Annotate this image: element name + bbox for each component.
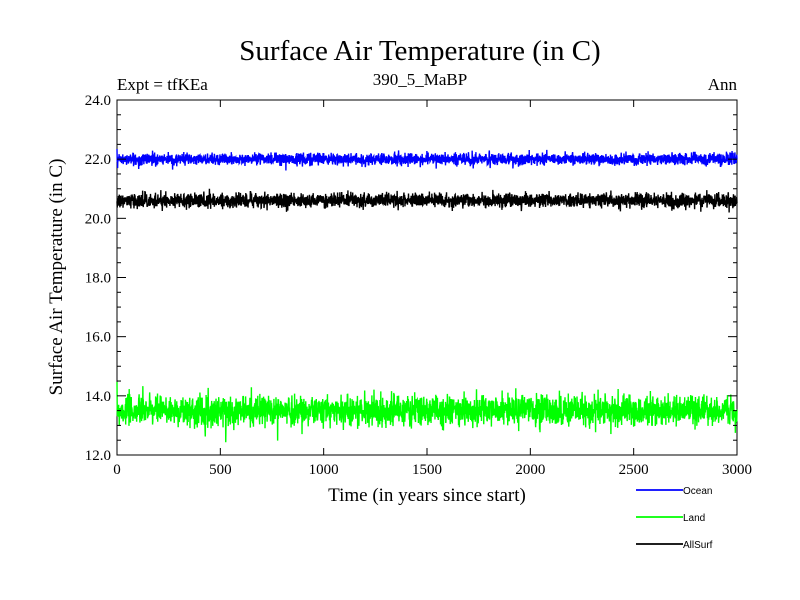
series-line-ocean — [116, 149, 738, 171]
series-line-allsurf — [116, 188, 738, 213]
legend: Ocean Land AllSurf — [636, 486, 713, 551]
period-label: 390_5_MaBP — [373, 70, 467, 89]
y-axis-label: Surface Air Temperature (in C) — [46, 159, 67, 396]
y-tick-label: 24.0 — [85, 93, 111, 109]
x-axis-label: Time (in years since start) — [328, 485, 526, 506]
x-tick-label: 0 — [113, 462, 121, 478]
x-tick-label: 3000 — [722, 462, 752, 478]
ticks-layer: 0 500 1000 1500 2000 2500 3000 12.0 14.0 16.0 18.0… — [85, 93, 752, 478]
y-tick-label: 16.0 — [85, 330, 111, 346]
x-tick-label: 1000 — [309, 462, 339, 478]
y-tick-label: 12.0 — [85, 448, 111, 464]
y-tick-label: 18.0 — [85, 271, 111, 287]
x-tick-label: 2000 — [515, 462, 545, 478]
x-tick-label: 1500 — [412, 462, 442, 478]
legend-label-ocean: Ocean — [683, 486, 712, 497]
y-tick-label: 22.0 — [85, 152, 111, 168]
season-label: Ann — [708, 75, 738, 94]
y-tick-label: 20.0 — [85, 211, 111, 227]
series-line-land — [116, 381, 738, 443]
chart-title: Surface Air Temperature (in C) — [239, 35, 600, 67]
experiment-label: Expt = tfKEa — [117, 75, 208, 94]
x-tick-label: 2500 — [619, 462, 649, 478]
y-tick-label: 14.0 — [85, 389, 111, 405]
x-tick-label: 500 — [209, 462, 232, 478]
legend-label-allsurf: AllSurf — [683, 540, 713, 551]
series-layer — [116, 149, 738, 443]
legend-label-land: Land — [683, 513, 705, 524]
